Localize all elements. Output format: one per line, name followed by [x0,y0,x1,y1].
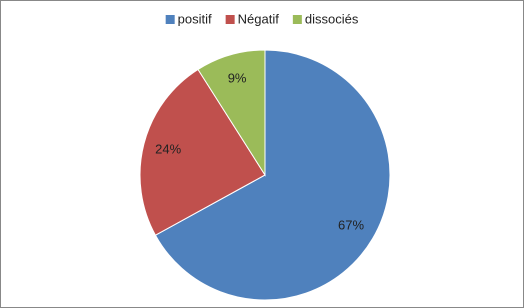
legend: positif Négatif dissociés [165,11,359,26]
legend-swatch [225,15,235,24]
legend-label: Négatif [238,11,280,26]
pie-slice [197,49,266,177]
data-label: 24% [155,142,181,157]
legend-swatch [292,15,302,24]
legend-label: dissociés [305,11,359,26]
pie-slice [139,68,266,236]
data-label: 9% [228,70,247,85]
pie-slice [154,49,391,301]
data-label: 67% [338,217,364,232]
legend-label: positif [178,11,212,26]
legend-swatch [165,15,175,24]
pie: 67% 24% 9% [139,49,391,301]
